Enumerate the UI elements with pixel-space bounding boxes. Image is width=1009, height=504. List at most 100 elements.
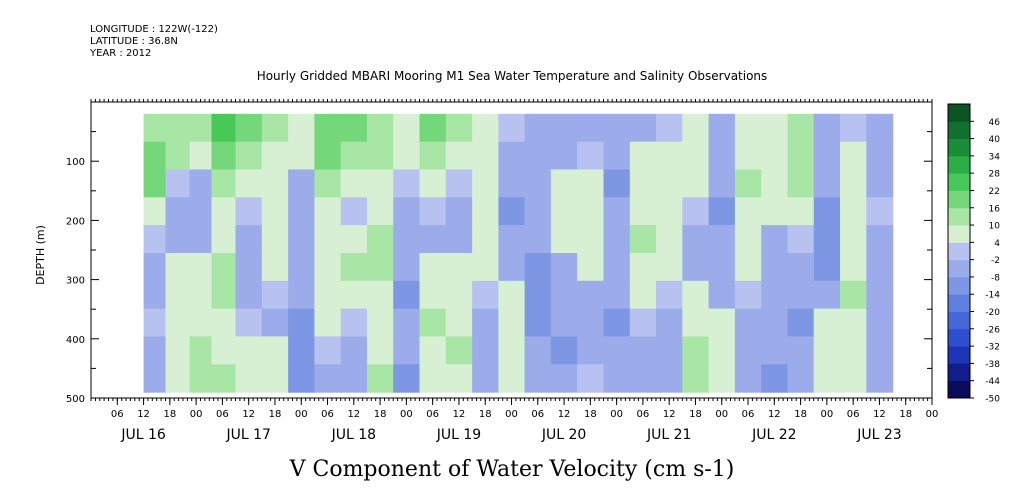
heatmap-cell <box>866 308 894 337</box>
heatmap-cell <box>472 141 499 171</box>
heatmap-cell <box>393 336 421 365</box>
heatmap-cell <box>603 169 631 198</box>
longitude-label: LONGITUDE : 122W(-122) <box>90 24 218 35</box>
heatmap-cell <box>813 113 841 143</box>
x-tick-label: 06 <box>742 409 755 420</box>
heatmap-cell <box>629 308 657 337</box>
heatmap-cell <box>340 141 368 171</box>
heatmap-cell <box>472 364 499 393</box>
heatmap-cell <box>761 197 789 226</box>
heatmap-cell <box>288 141 315 171</box>
heatmap-cell <box>787 336 815 365</box>
heatmap-cell <box>708 308 736 337</box>
colorbar-swatch <box>948 138 970 157</box>
heatmap-cell <box>393 113 421 143</box>
heatmap-cell <box>682 336 710 365</box>
heatmap-cell <box>656 197 683 226</box>
heatmap-cell <box>498 141 526 171</box>
heatmap-cell <box>708 336 736 365</box>
heatmap-cell <box>189 225 213 254</box>
heatmap-cell <box>393 308 421 337</box>
heatmap-cell <box>866 169 894 198</box>
heatmap-cell <box>143 169 167 198</box>
colorbar-label: 34 <box>989 152 1001 162</box>
heatmap-cell <box>288 336 315 365</box>
heatmap-cell <box>603 141 631 171</box>
heatmap-cell <box>629 169 657 198</box>
heatmap-cell <box>393 253 421 282</box>
heatmap-cell <box>445 308 473 337</box>
heatmap-cell <box>708 280 736 310</box>
x-tick-label: 06 <box>111 409 124 420</box>
heatmap-cell <box>577 113 605 143</box>
heatmap-cell <box>419 169 447 198</box>
heatmap-cell <box>682 364 710 393</box>
x-tick-label: 00 <box>400 409 413 420</box>
heatmap-cell <box>866 141 894 171</box>
heatmap-cell <box>734 113 762 143</box>
colorbar-swatch <box>948 259 970 278</box>
heatmap-cell <box>211 280 237 310</box>
heatmap-cell <box>314 113 342 143</box>
heatmap-cell <box>498 253 526 282</box>
heatmap-cell <box>550 336 578 365</box>
heatmap-cell <box>143 253 167 282</box>
heatmap-cell <box>577 141 605 171</box>
heatmap-cell <box>288 280 315 310</box>
heatmap-cell <box>419 336 447 365</box>
heatmap-cell <box>367 253 394 282</box>
heatmap-cell <box>840 364 867 393</box>
heatmap-cell <box>472 225 499 254</box>
heatmap-cell <box>577 280 605 310</box>
colorbar-swatch <box>948 311 970 330</box>
heatmap-cell <box>419 113 447 143</box>
latitude-label: LATITUDE : 36.8N <box>90 36 178 47</box>
heatmap-cell <box>143 336 167 365</box>
heatmap-cell <box>314 141 342 171</box>
heatmap-cell <box>189 308 213 337</box>
heatmap-cell <box>787 364 815 393</box>
heatmap-cell <box>419 364 447 393</box>
heatmap-cell <box>419 225 447 254</box>
heatmap-cell <box>813 253 841 282</box>
x-day-label: JUL 23 <box>856 427 901 443</box>
heatmap-cell <box>143 197 167 226</box>
heatmap-cell <box>577 364 605 393</box>
heatmap-cell <box>734 225 762 254</box>
heatmap-cell <box>445 280 473 310</box>
x-tick-label: 00 <box>505 409 518 420</box>
colorbar-label: 46 <box>989 118 1001 128</box>
heatmap-cell <box>708 253 736 282</box>
heatmap-cell <box>165 364 191 393</box>
heatmap-cell <box>787 169 815 198</box>
heatmap-cell <box>787 308 815 337</box>
heatmap-cell <box>445 169 473 198</box>
heatmap-cell <box>261 280 289 310</box>
heatmap-cell <box>656 280 683 310</box>
colorbar-swatch <box>948 242 970 261</box>
x-day-label: JUL 16 <box>120 427 166 443</box>
heatmap-cell <box>261 141 289 171</box>
heatmap-cell <box>577 197 605 226</box>
heatmap-cell <box>708 225 736 254</box>
heatmap-cell <box>550 113 578 143</box>
heatmap-cell <box>787 113 815 143</box>
heatmap-cell <box>419 280 447 310</box>
colorbar-label: 40 <box>989 135 1001 145</box>
heatmap-cell <box>761 253 789 282</box>
colorbar-swatch <box>948 121 970 139</box>
colorbar-legend: -50 -44 -38 -32 -26 -20 -14 -8 -2 4 10 16 22 28 34 40 46 <box>947 103 1001 405</box>
heatmap-cell <box>603 253 631 282</box>
x-tick-label: 00 <box>190 409 203 420</box>
heatmap-cell <box>577 169 605 198</box>
heatmap-cell <box>165 308 191 337</box>
heatmap-cell <box>708 113 736 143</box>
x-tick-label: 12 <box>873 409 886 420</box>
heatmap-cell <box>189 113 213 143</box>
heatmap-cell <box>314 336 342 365</box>
heatmap-cell <box>445 253 473 282</box>
heatmap-cell <box>813 141 841 171</box>
heatmap-cell <box>524 280 552 310</box>
heatmap-cell <box>340 280 368 310</box>
x-tick-label: 00 <box>715 409 728 420</box>
